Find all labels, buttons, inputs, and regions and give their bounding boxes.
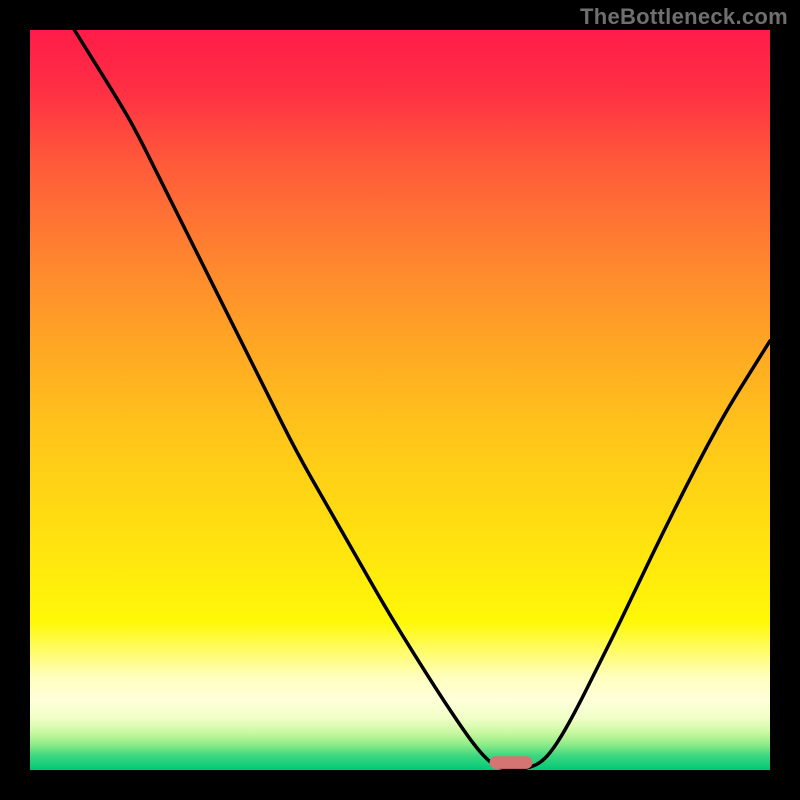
bottleneck-chart	[30, 30, 770, 770]
watermark-text: TheBottleneck.com	[580, 4, 788, 30]
optimal-marker	[490, 756, 533, 769]
chart-stage: TheBottleneck.com	[0, 0, 800, 800]
